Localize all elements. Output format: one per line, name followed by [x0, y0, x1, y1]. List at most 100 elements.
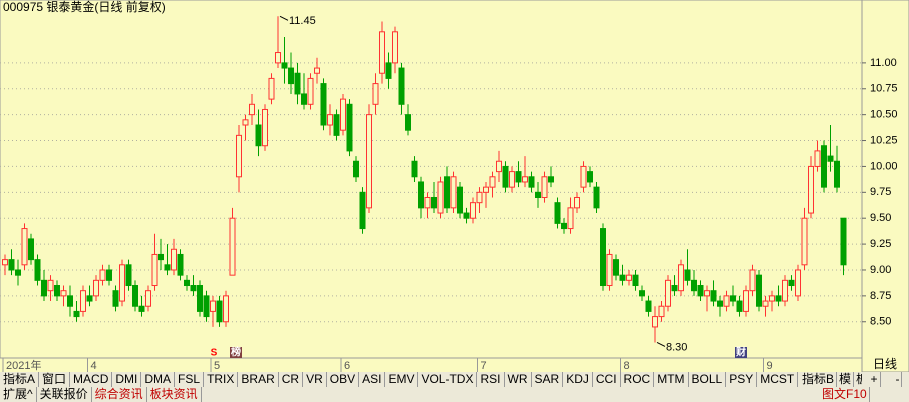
toolbar-button[interactable]: WR	[505, 372, 532, 387]
toolbar-button[interactable]: EMV	[385, 372, 419, 387]
candle-body	[756, 274, 762, 307]
toolbar-button[interactable]: 板块资讯	[147, 387, 202, 402]
candle-body	[535, 191, 541, 198]
candle-body	[60, 290, 67, 297]
x-tick-label: 9	[767, 360, 773, 372]
toolbar-button[interactable]: ASI	[359, 372, 386, 387]
candle-body	[730, 295, 736, 302]
toolbar-button[interactable]: +	[868, 372, 881, 387]
toolbar-button[interactable]: PSY	[726, 372, 758, 387]
toolbar-button[interactable]: 综合资讯	[92, 387, 147, 402]
candle-body	[2, 259, 8, 266]
candle-body	[743, 290, 749, 312]
x-tick-label: 2021年	[6, 358, 41, 372]
x-tick-label: 7	[481, 360, 487, 372]
candle-body	[158, 253, 164, 261]
toolbar-button[interactable]: DMI	[112, 372, 142, 387]
candle-body	[476, 191, 483, 204]
toolbar-button[interactable]: VOL-TDX	[418, 372, 478, 387]
price-axis	[861, 0, 909, 372]
candle-body	[385, 62, 392, 79]
candle-body	[424, 196, 431, 209]
candle-body	[119, 264, 125, 302]
candle-body	[171, 248, 177, 271]
toolbar-button[interactable]: BRAR	[238, 372, 279, 387]
candle-body	[197, 285, 203, 312]
toolbar-button[interactable]: VR	[303, 372, 327, 387]
candle-body	[54, 285, 60, 297]
candle-body	[548, 176, 554, 183]
candle-body	[528, 176, 535, 188]
toolbar-button[interactable]: MCST	[757, 372, 799, 387]
toolbar-button[interactable]: 关联报价	[37, 387, 92, 402]
candle-body	[840, 217, 847, 266]
candle-body	[184, 279, 190, 287]
toolbar-button[interactable]: 指标A	[0, 372, 40, 387]
candle-body	[444, 176, 450, 209]
candle-body	[483, 186, 489, 193]
candle-body	[418, 181, 424, 209]
candle-body	[190, 285, 197, 292]
y-tick-label: 9.25	[870, 238, 891, 250]
toolbar-button[interactable]: BOLL	[689, 372, 727, 387]
chart-title: 000975 银泰黄金(日线 前复权)	[3, 0, 166, 14]
candle-body	[782, 279, 788, 302]
candle-body	[749, 269, 756, 292]
candle-body	[294, 72, 301, 95]
toolbar-button[interactable]: RSI	[477, 372, 505, 387]
toolbar-button[interactable]: OBV	[327, 372, 360, 387]
candle-body	[795, 269, 801, 297]
x-tick-label: 4	[91, 360, 97, 372]
candle-body	[496, 160, 502, 173]
toolbar-button[interactable]: DMA	[141, 372, 176, 387]
candle-body	[431, 196, 437, 209]
candle-body	[561, 222, 567, 230]
candle-body	[775, 295, 782, 302]
toolbar-button[interactable]: KDJ	[563, 372, 593, 387]
max-arrow	[279, 15, 289, 21]
toolbar-button[interactable]: ROC	[621, 372, 655, 387]
candle-body	[236, 134, 242, 178]
toolbar-button[interactable]: SAR	[532, 372, 564, 387]
candle-body	[34, 259, 41, 281]
toolbar-button[interactable]: TRIX	[204, 372, 239, 387]
f10-button[interactable]: 图文F10	[820, 387, 870, 402]
candle-body	[658, 305, 665, 318]
candle-body	[15, 269, 21, 276]
toolbar-button[interactable]: 扩展^	[0, 387, 37, 402]
toolbar-button[interactable]: CCI	[593, 372, 621, 387]
toolbar-button[interactable]: MACD	[70, 372, 113, 387]
candle-body	[145, 290, 151, 307]
toolbar-button[interactable]: CR	[279, 372, 304, 387]
candle-body	[73, 310, 80, 318]
candle-body	[210, 300, 216, 312]
candle-body	[67, 295, 73, 307]
candle-body	[470, 202, 476, 219]
candle-body	[99, 269, 106, 281]
candle-body	[80, 290, 86, 312]
candle-body	[541, 176, 548, 198]
candle-body	[808, 165, 814, 214]
candle-body	[613, 259, 619, 276]
toolbar-button[interactable]: MTM	[654, 372, 689, 387]
candle-body	[242, 119, 249, 126]
toolbar-button[interactable]: 模	[837, 372, 855, 387]
event-marker: S	[211, 348, 218, 359]
toolbar-button[interactable]: 窗口	[39, 372, 71, 387]
event-marker: 榜	[231, 346, 241, 359]
candle-body	[216, 300, 223, 323]
indicator-bar: 指标A 窗口 MACD DMI DMA FSL TRIX BRAR CR VR OBV ASI EMV V…	[0, 372, 862, 387]
candle-body	[392, 31, 398, 64]
candle-body	[106, 269, 112, 281]
candle-body	[671, 285, 678, 292]
candle-body	[151, 253, 158, 287]
toolbar-button[interactable]: 指标B	[800, 372, 838, 387]
candle-body	[691, 279, 697, 292]
candle-body	[112, 290, 119, 307]
candle-body	[125, 264, 132, 287]
y-tick-label: 9.00	[870, 264, 891, 276]
toolbar-button[interactable]: -	[893, 372, 903, 387]
candle-body	[697, 285, 704, 297]
candle-body	[652, 316, 658, 328]
toolbar-button[interactable]: FSL	[175, 372, 205, 387]
